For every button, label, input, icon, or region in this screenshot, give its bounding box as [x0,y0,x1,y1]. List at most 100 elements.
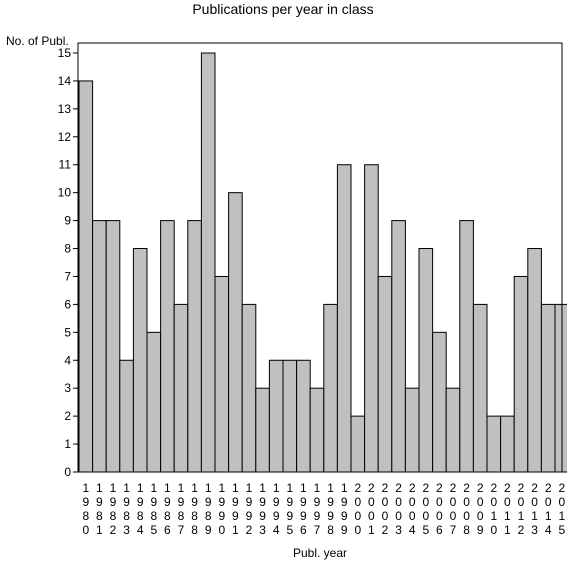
y-tick-label-15: 15 [58,46,72,60]
y-tick-label-1: 1 [64,437,71,451]
bar-1989 [200,52,216,473]
bar-2013 [527,248,542,473]
x-axis-ticks: 1 9 8 0 1 9 8 1 1 9 8 2 1 9 8 3 1 9 8 4 1 9 8 5 1 9 8 6 1 9 8 7 1 9 8 8 1 9 8 9… [82,481,565,537]
chart-title: Publications per year in class [192,1,373,17]
y-tick-label-3: 3 [64,381,71,395]
y-tick-label-7: 7 [64,269,71,283]
bar-2001 [364,164,379,473]
y-axis-label: No. of Publ. [6,34,69,48]
bar-1981 [92,220,107,473]
bar-1993 [255,387,270,473]
bar-2000 [350,415,366,473]
bar-1998 [323,303,338,473]
y-tick-label-0: 0 [64,465,71,479]
bar-2004 [404,387,420,473]
plot-area-frame [77,42,563,473]
bar-1995 [282,359,298,473]
bar-2003 [391,220,406,473]
bar-2002 [377,275,393,473]
y-tick-label-5: 5 [64,325,71,339]
bar-2014 [540,303,556,473]
bar-1996 [296,359,311,473]
bar-2008 [459,220,474,473]
bar-2010 [486,415,502,473]
bar-2007 [445,387,461,473]
bar-1984 [132,248,148,473]
bar-series [78,52,567,473]
bar-1992 [241,303,257,473]
bar-1994 [268,359,284,473]
y-tick-label-6: 6 [64,297,71,311]
bar-2015 [554,303,567,473]
bar-2011 [500,415,515,473]
y-tick-label-12: 12 [58,130,72,144]
bar-1997 [309,387,325,473]
bar-1991 [228,192,243,473]
x-axis-label: Publ. year [293,546,347,560]
y-tick-label-11: 11 [59,158,72,172]
bar-2009 [472,303,488,473]
bar-1999 [336,164,352,473]
bar-1986 [160,220,175,473]
y-tick-label-2: 2 [64,409,71,423]
y-tick-label-8: 8 [64,242,71,256]
y-tick-label-4: 4 [64,353,71,367]
y-tick-label-10: 10 [58,186,72,200]
bar-1985 [146,331,162,473]
